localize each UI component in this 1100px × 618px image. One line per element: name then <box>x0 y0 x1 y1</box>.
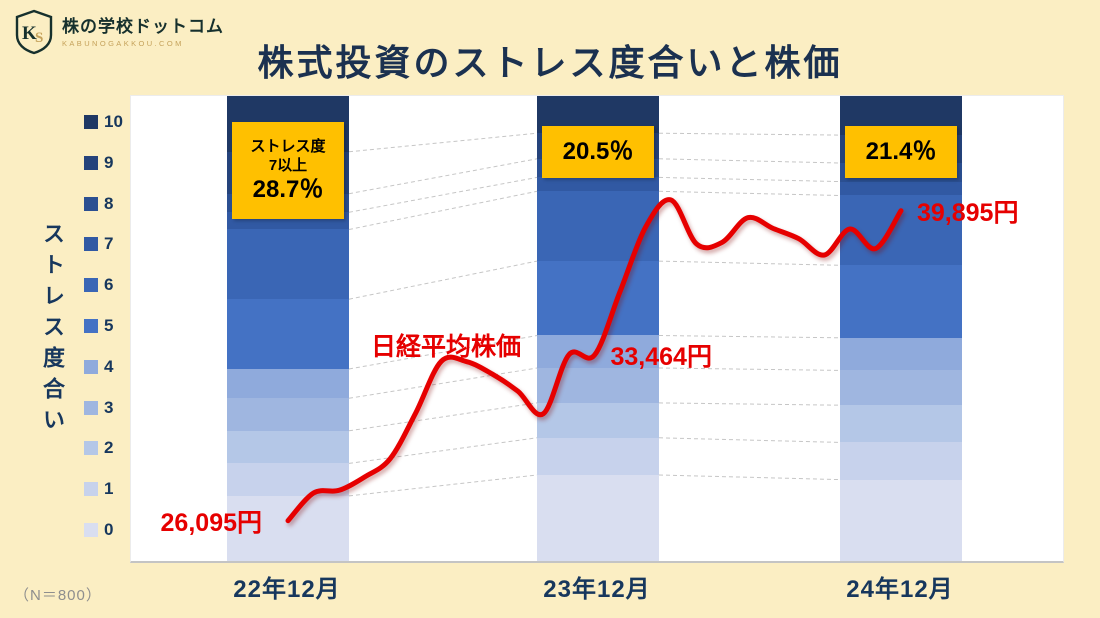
bar-segment-level-3 <box>227 398 349 431</box>
legend-swatch-0 <box>84 522 98 537</box>
legend-label: 3 <box>104 397 114 417</box>
price-label-1: 26,095円 <box>160 508 262 537</box>
legend-label: 2 <box>104 438 114 458</box>
bar-segment-level-6 <box>537 191 659 262</box>
logo-title: 株の学校ドットコム <box>62 16 224 36</box>
logo-text-block: 株の学校ドットコム KABUNOGAKKOU.COM <box>62 17 224 48</box>
legend-item-7: 7 <box>84 234 123 254</box>
bar-segment-level-6 <box>227 229 349 300</box>
callout-text: 7以上 <box>268 156 308 174</box>
callout-3: 21.4％ <box>845 126 957 178</box>
bar-segment-level-5 <box>840 265 962 338</box>
legend-label: 8 <box>104 193 114 213</box>
x-axis-label-2: 23年12月 <box>543 576 651 603</box>
bar-segment-level-2 <box>840 405 962 443</box>
legend-swatch-3 <box>84 400 98 415</box>
callout-text: ストレス度 <box>250 137 326 155</box>
legend-item-10: 10 <box>84 112 123 132</box>
chart-overlay <box>285 132 904 524</box>
site-logo: K S 株の学校ドットコム KABUNOGAKKOU.COM <box>14 9 224 55</box>
legend-label: 4 <box>104 356 114 376</box>
y-axis-title: ストレス度合い <box>40 222 65 439</box>
bar-segment-level-1 <box>840 442 962 480</box>
bar-segment-level-7 <box>537 177 659 192</box>
series-connector-lines <box>348 132 841 497</box>
bar-segment-level-1 <box>537 437 659 475</box>
legend-label: 10 <box>104 112 123 131</box>
bar-segment-level-5 <box>537 261 659 336</box>
stress-level-legend: 10 9 8 7 6 5 4 3 2 1 0 <box>84 112 123 540</box>
legend-swatch-4 <box>84 359 98 374</box>
x-axis-label-3: 24年12月 <box>846 576 954 603</box>
legend-swatch-10 <box>84 115 98 129</box>
bar-segment-level-0 <box>840 479 962 561</box>
stacked-bar-2 <box>537 96 659 561</box>
callout-value: 28.7％ <box>252 175 324 203</box>
bar-segment-level-5 <box>227 299 349 369</box>
legend-swatch-6 <box>84 278 98 293</box>
logo-subtitle: KABUNOGAKKOU.COM <box>62 38 184 48</box>
callout-2: 20.5％ <box>542 126 654 178</box>
legend-label: 7 <box>104 234 114 254</box>
page-title: 株式投資のストレス度合いと株価 <box>257 42 843 83</box>
bar-segment-level-2 <box>537 402 659 438</box>
legend-swatch-8 <box>84 196 98 211</box>
line-series-label: 日経平均株価 <box>371 333 522 361</box>
legend-item-5: 5 <box>84 316 123 336</box>
legend-item-3: 3 <box>84 398 123 418</box>
bar-segment-level-2 <box>227 430 349 464</box>
chart-plot-area: 日経平均株価 ストレス度 7以上 28.7％ 20.5％ 21.4％ 26,095円 33,… <box>130 95 1064 563</box>
x-axis-label-1: 22年12月 <box>233 576 341 603</box>
price-label-3: 39,895円 <box>917 198 1019 227</box>
legend-item-0: 0 <box>84 520 123 540</box>
legend-item-1: 1 <box>84 479 123 499</box>
bar-segment-level-0 <box>227 495 349 561</box>
price-label-2: 33,464円 <box>610 343 712 372</box>
legend-swatch-5 <box>84 318 98 333</box>
legend-swatch-9 <box>84 155 98 170</box>
svg-text:K: K <box>22 23 37 44</box>
bar-segment-level-4 <box>840 337 962 371</box>
bar-segment-level-0 <box>537 474 659 561</box>
legend-label: 9 <box>104 152 114 172</box>
legend-item-9: 9 <box>84 153 123 173</box>
bar-segment-level-6 <box>840 195 962 266</box>
callout-value: 21.4％ <box>865 138 937 165</box>
legend-item-8: 8 <box>84 194 123 214</box>
callout-1: ストレス度 7以上 28.7％ <box>232 122 344 219</box>
legend-label: 6 <box>104 275 114 295</box>
legend-item-4: 4 <box>84 357 123 377</box>
svg-text:S: S <box>35 30 43 46</box>
nikkei-price-line <box>285 197 904 524</box>
bar-segment-level-3 <box>840 370 962 406</box>
legend-swatch-7 <box>84 237 98 252</box>
legend-swatch-1 <box>84 482 98 497</box>
callout-value: 20.5％ <box>562 138 634 165</box>
bar-segment-level-7 <box>840 181 962 196</box>
legend-label: 1 <box>104 479 114 499</box>
sample-size-note: （N＝800） <box>14 587 102 604</box>
ks-shield-logo-icon: K S <box>15 9 53 55</box>
legend-item-6: 6 <box>84 275 123 295</box>
legend-swatch-2 <box>84 441 98 456</box>
legend-item-2: 2 <box>84 438 123 458</box>
legend-label: 0 <box>104 519 114 539</box>
legend-label: 5 <box>104 315 114 335</box>
bar-segment-level-4 <box>227 368 349 399</box>
